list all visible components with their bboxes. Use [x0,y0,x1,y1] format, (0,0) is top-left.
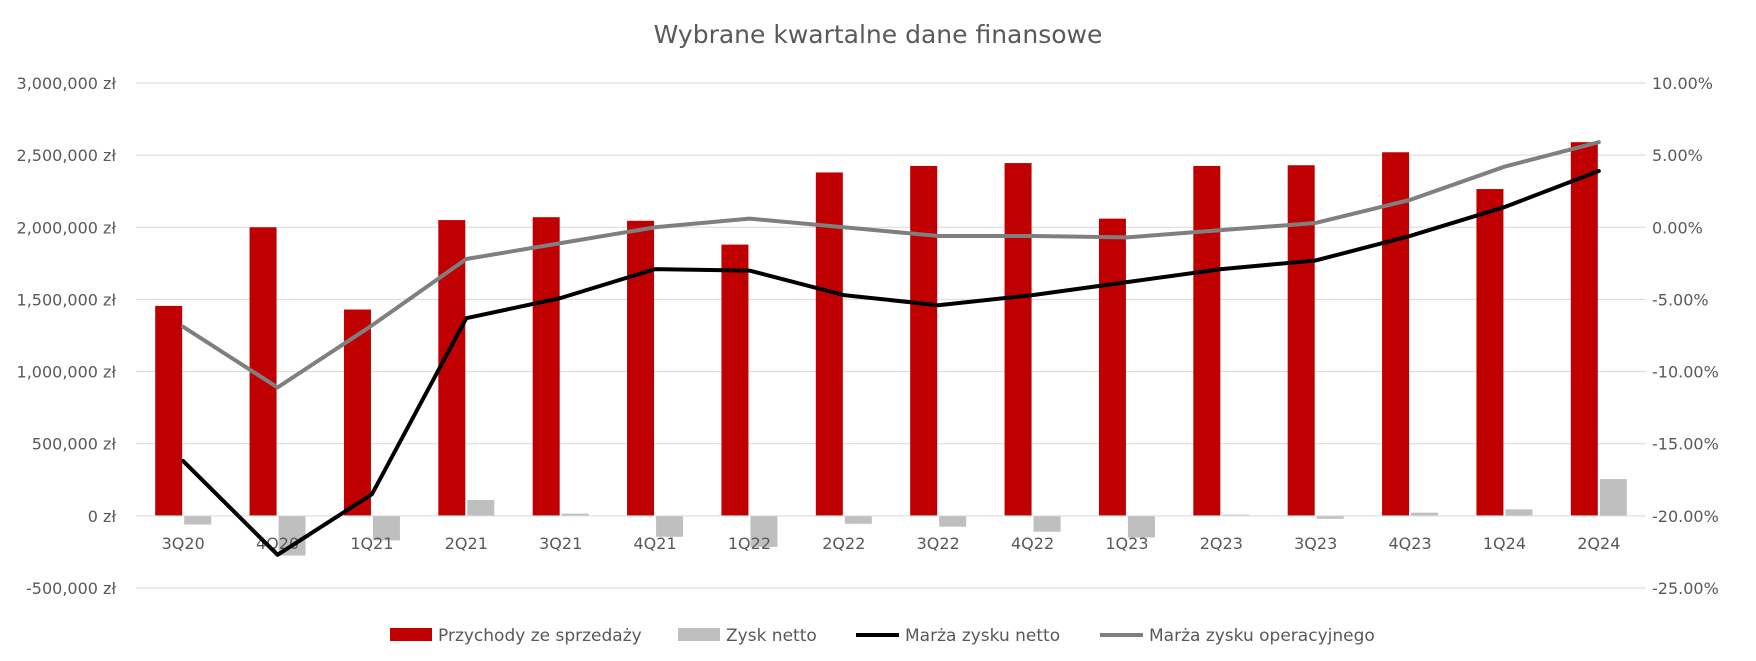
lines [181,140,1601,557]
left-tick-label: 2,500,000 zł [17,146,117,165]
bar [1033,515,1061,532]
series-line [181,169,1601,557]
left-tick-label: 1,500,000 zł [17,290,117,309]
bar [1004,163,1032,516]
x-tick-label: 1Q21 [350,534,393,553]
bar [1287,165,1315,516]
bar [1193,165,1221,516]
x-tick-label: 4Q23 [1388,534,1431,553]
legend-swatch [678,628,720,641]
x-tick-label: 1Q23 [1105,534,1148,553]
left-tick-label: 3,000,000 zł [17,74,117,93]
bar [656,515,684,537]
grid [136,82,1646,589]
x-tick-label: 1Q22 [728,534,771,553]
left-axis: -500,000 zł 0 zł 500,000 zł 1,000,000 zł 1,5… [17,74,117,598]
series-line [181,140,1601,390]
legend-label: Marża zysku operacyjnego [1149,626,1375,646]
bar [1382,152,1410,516]
legend: Przychody ze sprzedaży Zysk netto Marża zy… [390,626,1375,646]
right-tick-label: 10.00% [1652,74,1713,93]
left-tick-label: 1,000,000 zł [17,363,117,382]
left-tick-label: 2,000,000 zł [17,218,117,237]
right-tick-label: -10.00% [1652,363,1719,382]
bar [721,244,749,516]
x-tick-label: 3Q21 [539,534,582,553]
bar [1505,509,1533,516]
bar [467,499,495,516]
right-tick-label: -20.00% [1652,507,1719,526]
x-tick-label: 2Q21 [445,534,488,553]
bar [1316,515,1344,519]
right-tick-label: -5.00% [1652,290,1709,309]
chart-title: Wybrane kwartalne dane finansowe [654,20,1103,49]
x-tick-label: 3Q20 [162,534,205,553]
x-tick-label: 1Q24 [1483,534,1526,553]
bar [532,217,560,516]
bar [372,515,400,541]
left-tick-label: -500,000 zł [26,579,116,598]
right-tick-label: -15.00% [1652,435,1719,454]
bar [844,515,872,524]
bar [184,515,212,525]
bar [343,309,371,516]
left-tick-label: 0 zł [88,507,117,526]
bar [155,305,183,516]
bar [1127,515,1155,538]
x-tick-label: 4Q22 [1011,534,1054,553]
bar [1476,189,1504,516]
bar [1222,514,1250,516]
bar [1599,479,1627,516]
legend-label: Zysk netto [726,626,817,646]
x-tick-label: 2Q24 [1577,534,1620,553]
x-tick-label: 3Q22 [917,534,960,553]
right-tick-label: 5.00% [1652,146,1703,165]
left-tick-label: 500,000 zł [32,435,117,454]
x-tick-label: 4Q21 [633,534,676,553]
legend-label: Przychody ze sprzedaży [438,626,642,646]
x-tick-label: 2Q23 [1200,534,1243,553]
bars [155,142,1627,556]
bar [815,172,843,516]
bar [750,515,778,547]
right-tick-label: 0.00% [1652,218,1703,237]
bar [561,513,589,516]
bar [939,515,967,527]
legend-swatch [390,628,432,641]
right-tick-label: -25.00% [1652,579,1719,598]
legend-label: Marża zysku netto [905,626,1060,646]
right-axis: -25.00% -20.00% -15.00% -10.00% -5.00% 0.00% 5… [1652,74,1719,598]
bar [1098,218,1126,516]
bar [627,220,655,516]
x-tick-label: 2Q22 [822,534,865,553]
x-tick-label: 3Q23 [1294,534,1337,553]
bar [910,165,938,516]
bar [1411,512,1439,516]
x-axis: 3Q20 4Q20 1Q21 2Q21 3Q21 4Q21 1Q22 2Q22 3Q22 4Q22… [162,534,1621,553]
bar [1570,142,1598,516]
